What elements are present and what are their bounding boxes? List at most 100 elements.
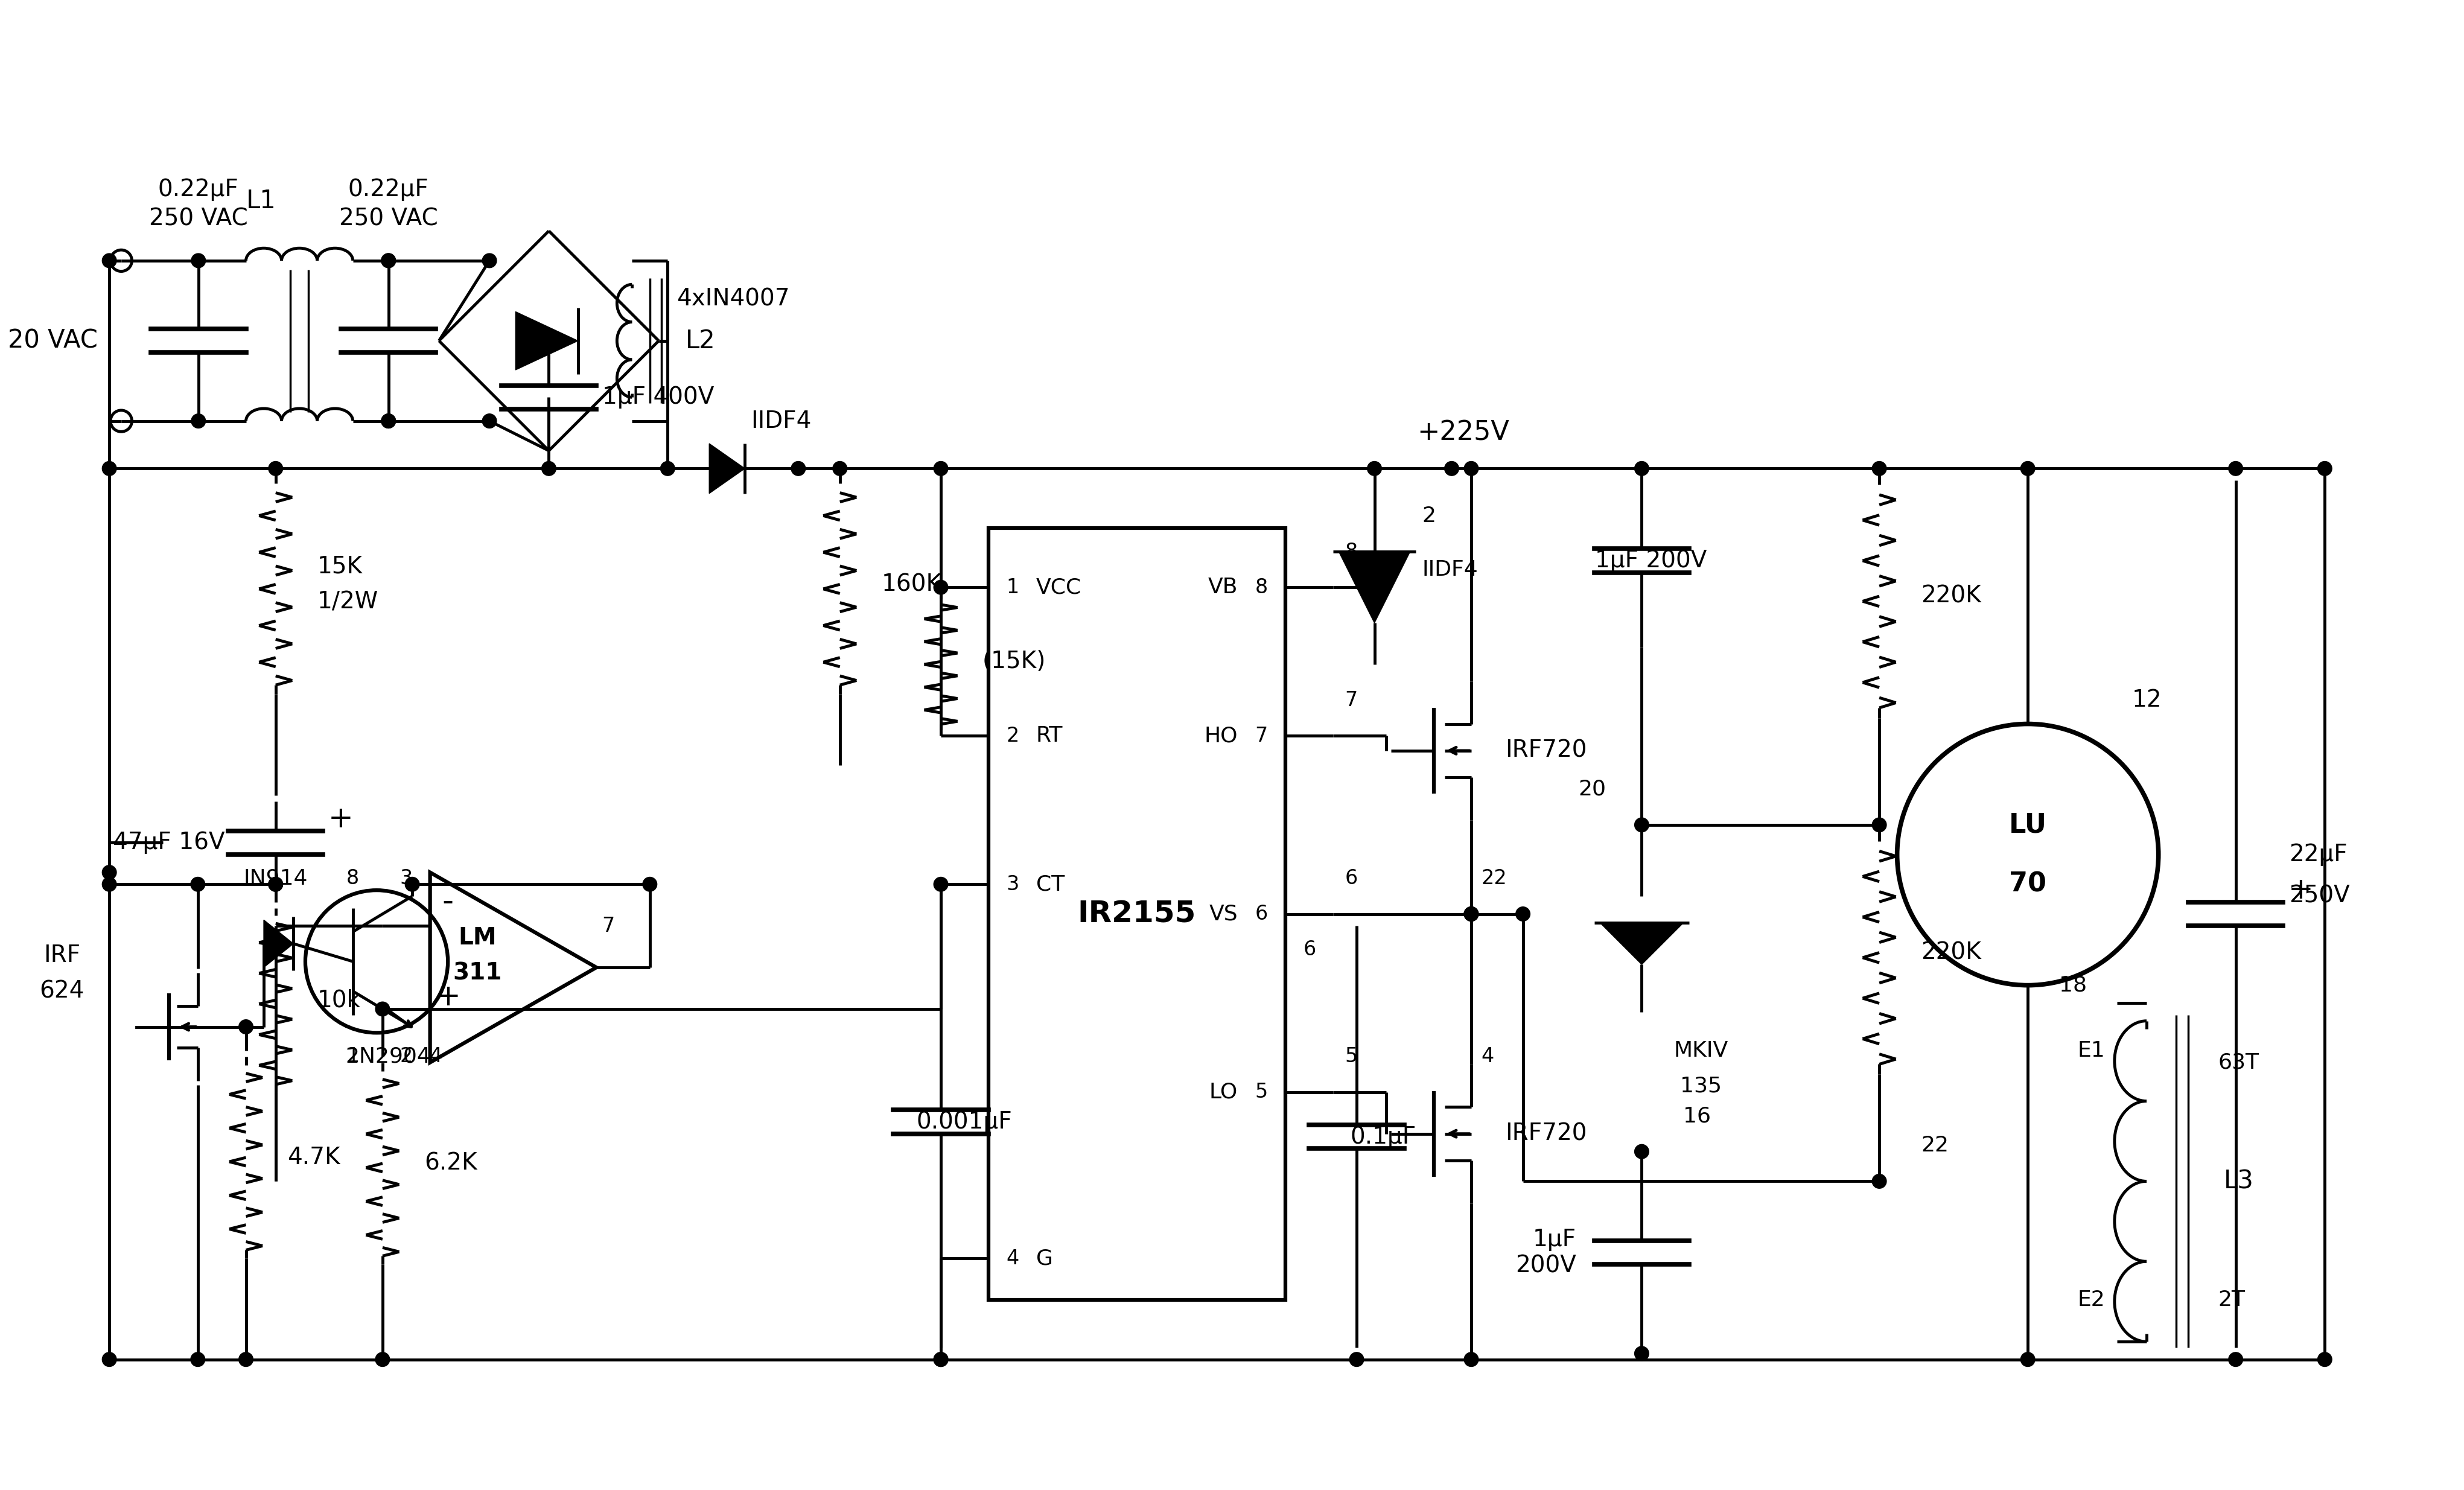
Text: -: - [441,887,453,918]
Circle shape [483,414,498,428]
Text: VS: VS [1210,904,1237,924]
Circle shape [404,878,419,891]
Circle shape [934,1353,949,1366]
Circle shape [934,878,949,891]
Circle shape [2227,1353,2242,1366]
Text: G: G [1035,1249,1052,1269]
Circle shape [239,1019,254,1034]
Text: IRF720: IRF720 [1506,739,1587,761]
Text: 2: 2 [399,1046,414,1067]
Circle shape [1444,462,1459,475]
Text: 220K: 220K [1922,942,1981,964]
Text: IN914: IN914 [244,869,308,888]
Text: 250V: 250V [2289,885,2351,907]
Text: 20 VAC: 20 VAC [7,328,99,353]
Circle shape [101,462,116,475]
Text: 7: 7 [1254,726,1266,746]
Text: 7: 7 [601,916,614,936]
Circle shape [101,1353,116,1366]
Text: 1μF
200V: 1μF 200V [1515,1228,1577,1277]
Circle shape [934,1353,949,1366]
Circle shape [382,253,397,268]
Text: 6: 6 [1254,904,1266,924]
Text: 22: 22 [1481,869,1508,888]
Circle shape [101,866,116,879]
Circle shape [190,1353,205,1366]
Text: 8: 8 [1254,577,1266,597]
Circle shape [382,253,397,268]
Text: L2: L2 [685,328,715,353]
Text: IR2155: IR2155 [1077,900,1195,928]
Text: 1μF 200V: 1μF 200V [1594,550,1708,572]
Circle shape [269,878,283,891]
Circle shape [269,878,283,891]
Text: 22: 22 [1922,1135,1949,1156]
Text: 4: 4 [429,1046,444,1067]
Text: 6: 6 [1303,940,1316,960]
Circle shape [269,462,283,475]
Text: IRF: IRF [44,945,81,967]
Text: VCC: VCC [1035,577,1082,597]
Text: 6: 6 [1345,869,1358,888]
Circle shape [192,253,205,268]
Text: 3: 3 [399,869,411,888]
Circle shape [375,1001,389,1016]
Circle shape [643,878,658,891]
Circle shape [1634,1347,1648,1360]
Circle shape [192,414,205,428]
Text: 2: 2 [1005,726,1020,746]
Circle shape [375,1353,389,1366]
Text: RT: RT [1035,726,1062,746]
Circle shape [190,878,205,891]
Circle shape [934,462,949,475]
Text: 8: 8 [1345,542,1358,562]
Circle shape [1873,462,1887,475]
Circle shape [2020,1353,2035,1366]
Text: 5: 5 [1254,1082,1266,1103]
Text: MKIV: MKIV [1673,1040,1727,1061]
Text: 250 VAC: 250 VAC [340,207,439,231]
Text: 160K: 160K [882,572,941,596]
Polygon shape [1599,922,1683,964]
Text: 18: 18 [2060,974,2087,995]
Text: 3: 3 [1005,875,1020,894]
Text: 4xIN4007: 4xIN4007 [678,288,791,311]
Text: 20: 20 [1579,779,1607,800]
Circle shape [833,462,848,475]
Text: 6.2K: 6.2K [424,1152,478,1176]
Text: 0.1μF: 0.1μF [1350,1125,1417,1149]
Text: 624: 624 [39,980,84,1003]
Text: 4.7K: 4.7K [288,1146,340,1170]
Text: 1μF 400V: 1μF 400V [601,386,715,408]
Text: 311: 311 [453,963,503,985]
Circle shape [1873,1174,1887,1189]
Text: IIDF4: IIDF4 [1422,559,1478,580]
Text: 220K: 220K [1922,584,1981,608]
Text: 2: 2 [1422,505,1437,526]
Text: IIDF4: IIDF4 [752,410,811,432]
Text: (15K): (15K) [983,650,1047,673]
Circle shape [101,878,116,891]
Circle shape [101,253,116,268]
Text: 2T: 2T [2218,1290,2245,1310]
Text: 16: 16 [1683,1106,1710,1126]
Text: 10k: 10k [318,989,360,1012]
Circle shape [791,462,806,475]
Text: 22μF: 22μF [2289,843,2348,866]
Text: E1: E1 [2077,1040,2104,1061]
Text: 7: 7 [1345,690,1358,711]
Circle shape [239,1353,254,1366]
Text: 12: 12 [2131,688,2161,712]
Polygon shape [710,444,744,493]
Text: +: + [328,805,352,833]
Polygon shape [515,311,579,370]
Text: +: + [2289,876,2314,904]
Text: 15K: 15K [318,556,362,578]
Text: CT: CT [1035,875,1064,894]
Circle shape [1464,907,1478,921]
Circle shape [1634,1144,1648,1159]
Bar [988,527,1286,1301]
Text: LU: LU [2008,812,2048,837]
Polygon shape [1338,551,1409,623]
Text: E2: E2 [2077,1290,2104,1310]
